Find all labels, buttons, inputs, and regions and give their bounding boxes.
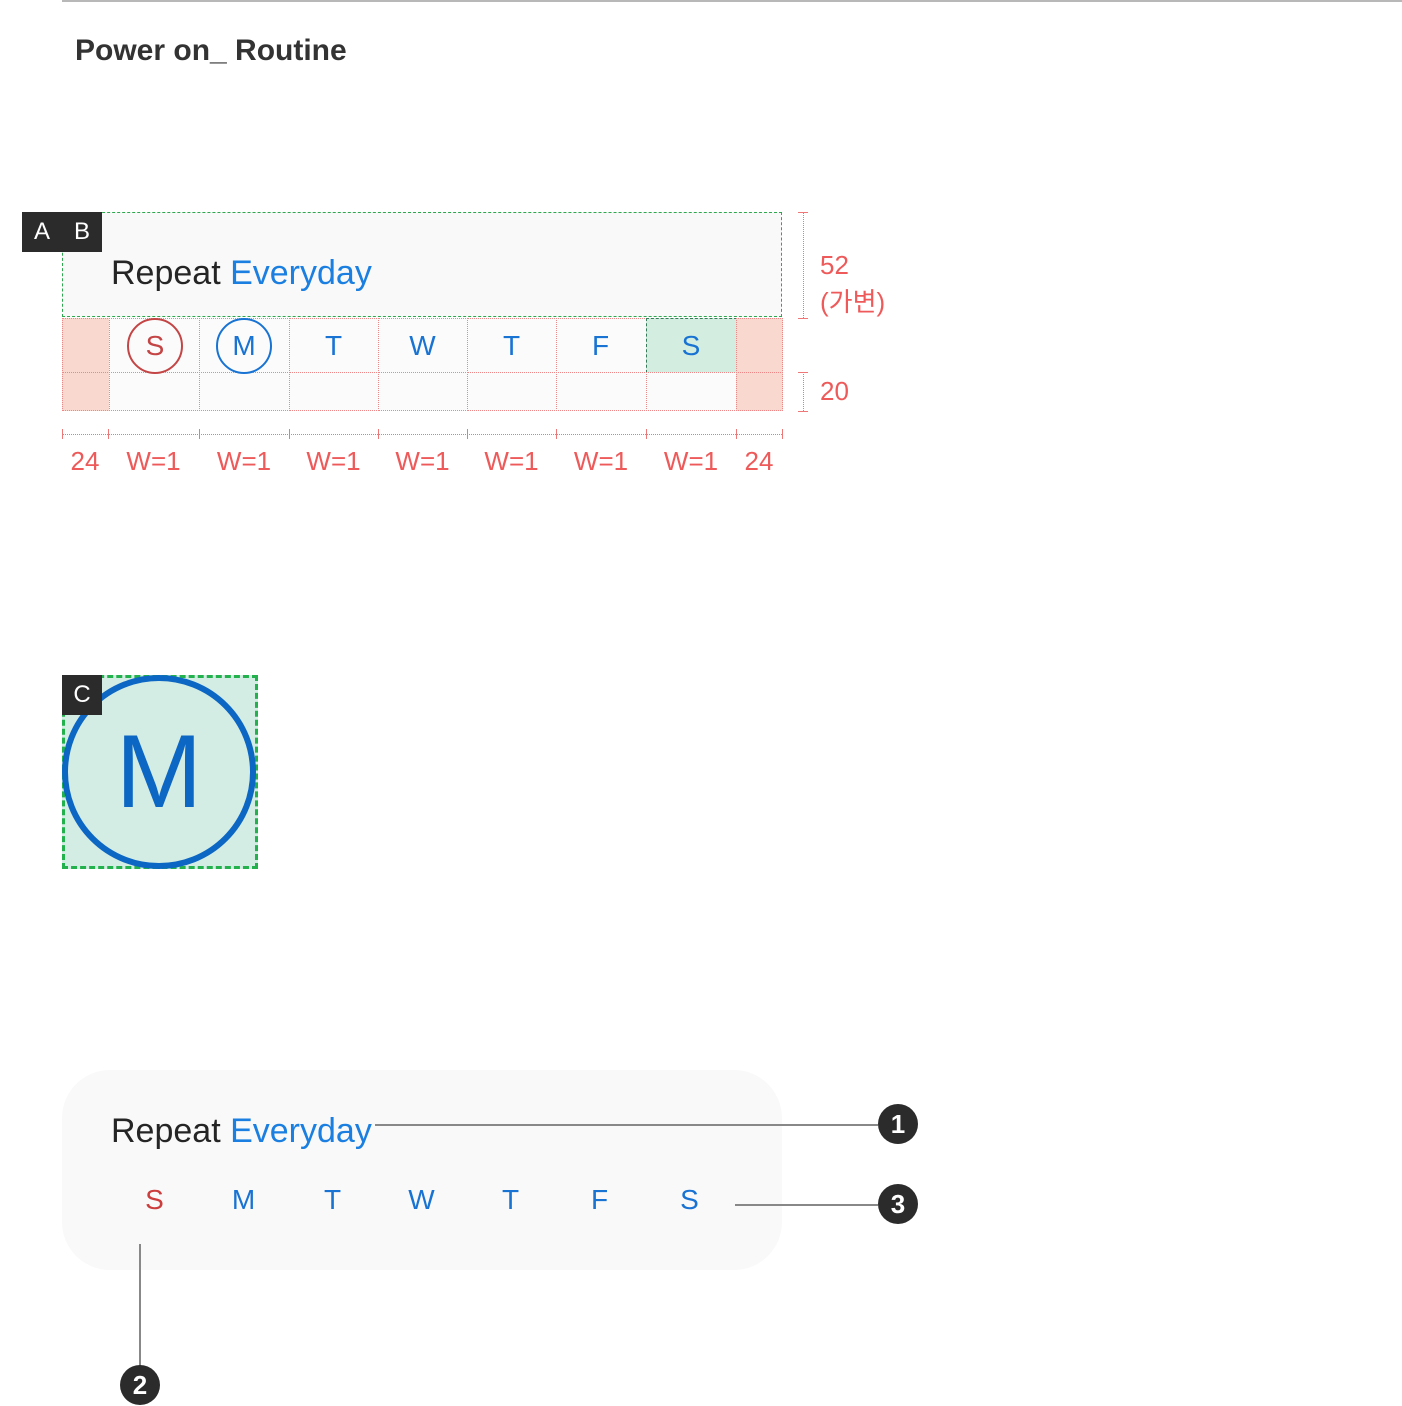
spec-day-monday[interactable]: M [216,318,272,374]
grid-cell [109,372,200,411]
cell-width-value: W=1 [126,446,181,476]
tag-b: B [62,212,102,252]
grid-cell [556,318,647,373]
cell-width-value: W=1 [663,446,719,476]
card-day-friday[interactable]: F [590,1184,609,1215]
card-repeat-prefix: Repeat [111,1112,231,1150]
grid-pad-right [736,372,783,411]
dimension-cap [378,429,379,439]
grid-pad-right [736,318,783,373]
cell-width-value: W=1 [216,446,272,476]
callout-2-leader [139,1244,141,1366]
grid-cell [467,372,557,411]
grid-cell [378,372,468,411]
card-day-thursday[interactable]: T [501,1184,520,1215]
spec-day-tuesday[interactable]: T [324,330,343,361]
callout-3-badge: 3 [878,1184,918,1224]
spec-repeat-value: Everyday [230,254,372,292]
grid-pad-left [62,372,110,411]
card-day-tuesday[interactable]: T [323,1184,342,1215]
dimension-cap [646,429,647,439]
grid-cell [467,318,557,373]
width-dimension-line [62,434,782,435]
dimension-cap [798,372,808,373]
cell-width-value: W=1 [484,446,539,476]
card-repeat-label: Repeat Everyday [111,1112,372,1151]
selected-day-ring [62,675,256,869]
card-day-monday[interactable]: M [231,1184,256,1215]
spec-repeat-label: Repeat Everyday [111,254,372,293]
title-height-note: (가변) [820,287,886,317]
card-day-saturday[interactable]: S [680,1184,699,1215]
top-divider [62,0,1402,2]
padding-left-value: 24 [70,446,100,476]
spec-day-friday[interactable]: F [591,330,610,361]
spec-day-thursday[interactable]: T [502,330,521,361]
grid-cell [556,372,647,411]
cell-width-value: W=1 [306,446,361,476]
day-grid-spec: S M T W T F S [62,318,783,411]
dimension-cap [798,411,808,412]
card-repeat-value: Everyday [230,1112,372,1150]
spec-day-wednesday[interactable]: W [409,330,436,361]
spec-day-saturday[interactable]: S [681,330,701,361]
height-dimension-line [803,212,804,318]
callout-2-badge: 2 [120,1365,160,1405]
padding-right-value: 24 [744,446,774,476]
callout-3-leader [735,1204,878,1206]
grid-cell [289,372,379,411]
page-title: Power on_ Routine [75,34,347,67]
dimension-cap [736,429,737,439]
title-area-guide [62,212,782,317]
tag-a: A [22,212,62,252]
grid-pad-left [62,318,110,373]
card-day-wednesday[interactable]: W [408,1184,435,1215]
repeat-card[interactable] [62,1070,782,1270]
cell-width-value: W=1 [573,446,629,476]
dimension-cap [782,429,783,439]
dimension-cap [798,318,808,319]
dimension-cap [199,429,200,439]
dimension-cap [798,212,808,213]
selected-day-label[interactable]: M [115,714,203,830]
dimension-cap [108,429,109,439]
grid-cell-selected [646,318,737,373]
spec-repeat-prefix: Repeat [111,254,231,292]
cell-width-value: W=1 [395,446,450,476]
grid-cell [646,372,737,411]
tag-c: C [62,675,102,715]
title-height-value: 52 [820,250,849,280]
callout-1-badge: 1 [878,1104,918,1144]
spec-day-sunday[interactable]: S [127,318,183,374]
dimension-cap [62,429,63,439]
callout-1-leader [375,1124,878,1126]
grid-cell [199,372,290,411]
bottom-height-value: 20 [820,376,849,406]
height-dimension-line [803,372,804,411]
dimension-cap [467,429,468,439]
dimension-cap [556,429,557,439]
dimension-cap [289,429,290,439]
card-day-sunday[interactable]: S [145,1184,164,1215]
